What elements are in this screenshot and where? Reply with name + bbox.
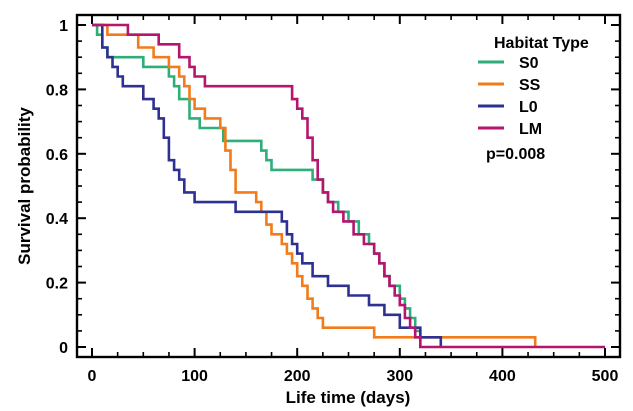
y-tick-label: 0.8 [46,82,68,99]
x-tick-label: 0 [88,368,97,385]
axis-ticks: 0 100 200 300 400 500 0 0.2 0.4 0.6 0.8 1 [46,15,620,385]
p-value-annotation: p=0.008 [486,146,545,163]
series-layer [92,23,605,349]
y-tick-label: 0.2 [46,276,68,293]
y-tick-label: 0 [59,340,68,357]
y-tick-label: 0.6 [46,147,68,164]
x-tick-label: 400 [489,368,516,385]
legend-label-lm: LM [519,121,542,138]
legend-label-s0: S0 [519,55,539,72]
legend-title: Habitat Type [494,35,589,52]
series-line-l0 [92,23,443,347]
legend-label-l0: L0 [519,99,538,116]
series-line-ss [92,23,537,347]
x-tick-label: 500 [592,368,619,385]
y-tick-label: 0.4 [46,211,68,228]
series-line-s0 [92,23,422,347]
legend-entries: S0 SS L0 LM [478,55,542,138]
legend-label-ss: SS [519,77,541,94]
y-axis-title: Survival probability [15,107,34,265]
x-tick-label: 300 [386,368,413,385]
x-tick-label: 100 [181,368,208,385]
legend: Habitat Type S0 SS L0 LM p=0.008 [478,35,589,163]
y-tick-label: 1 [59,18,68,35]
x-tick-label: 200 [284,368,311,385]
series-line-lm [92,23,605,349]
x-axis-title: Life time (days) [286,388,411,407]
